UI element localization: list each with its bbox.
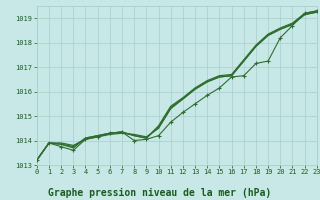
Text: Graphe pression niveau de la mer (hPa): Graphe pression niveau de la mer (hPa) (48, 188, 272, 198)
